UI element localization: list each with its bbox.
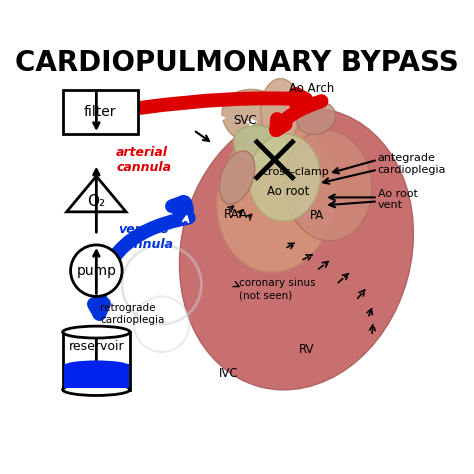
Text: SVC: SVC bbox=[233, 114, 256, 127]
Ellipse shape bbox=[217, 122, 337, 272]
Text: Ao root
vent: Ao root vent bbox=[378, 189, 418, 210]
Bar bbox=[64, 364, 129, 388]
Text: PA: PA bbox=[310, 209, 325, 222]
Ellipse shape bbox=[249, 134, 320, 221]
Text: RV: RV bbox=[299, 344, 314, 356]
Ellipse shape bbox=[222, 90, 292, 147]
FancyBboxPatch shape bbox=[63, 91, 138, 134]
Ellipse shape bbox=[63, 383, 130, 395]
Bar bbox=[63, 332, 130, 390]
Ellipse shape bbox=[284, 130, 372, 241]
Text: O₂: O₂ bbox=[87, 194, 105, 209]
Polygon shape bbox=[67, 176, 126, 212]
Text: antegrade
cardioplegia: antegrade cardioplegia bbox=[378, 153, 446, 174]
Text: reservoir: reservoir bbox=[69, 340, 124, 353]
Ellipse shape bbox=[261, 79, 301, 142]
Ellipse shape bbox=[64, 360, 129, 370]
Text: Ao Arch: Ao Arch bbox=[289, 82, 334, 95]
Ellipse shape bbox=[63, 326, 130, 338]
Text: venous
cannula: venous cannula bbox=[118, 223, 173, 251]
Ellipse shape bbox=[297, 102, 336, 135]
Text: filter: filter bbox=[84, 105, 117, 119]
Ellipse shape bbox=[219, 151, 255, 204]
Text: CARDIOPULMONARY BYPASS: CARDIOPULMONARY BYPASS bbox=[15, 49, 459, 77]
Ellipse shape bbox=[180, 108, 413, 390]
Text: IVC: IVC bbox=[219, 367, 239, 380]
Text: pump: pump bbox=[76, 264, 116, 278]
Text: RAA: RAA bbox=[224, 208, 248, 220]
Text: Ao root: Ao root bbox=[267, 185, 309, 198]
Text: cross-clamp: cross-clamp bbox=[263, 167, 329, 177]
Text: coronary sinus
(not seen): coronary sinus (not seen) bbox=[239, 279, 316, 300]
Circle shape bbox=[71, 245, 122, 296]
Text: arterial
cannula: arterial cannula bbox=[116, 146, 171, 174]
Ellipse shape bbox=[234, 126, 288, 166]
Text: retrograde
cardioplegia: retrograde cardioplegia bbox=[100, 303, 164, 325]
